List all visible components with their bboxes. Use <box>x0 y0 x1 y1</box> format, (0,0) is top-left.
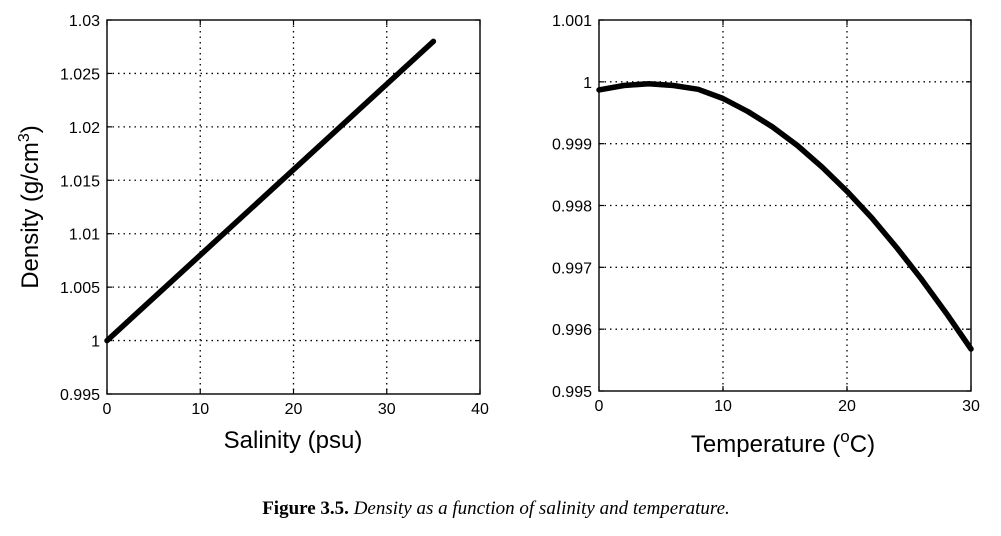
y-tick-label: 1 <box>91 334 100 351</box>
salinity-y-axis-label: Density (g/cm3) <box>16 125 44 289</box>
salinity-y-axis-label-exp: 3 <box>16 133 33 142</box>
y-tick-label: 0.999 <box>552 137 592 154</box>
temperature-chart: 0 10 20 30 0.9950.9960.9970.9980.99911.001 … <box>552 13 980 458</box>
x-tick-label: 20 <box>285 401 303 418</box>
y-tick-label: 1.001 <box>552 13 592 30</box>
y-tick-label: 0.997 <box>552 260 592 277</box>
x-tick-label: 0 <box>103 401 112 418</box>
temperature-x-axis-label-sup: o <box>840 427 849 446</box>
x-tick-label: 0 <box>595 398 604 415</box>
x-tick-label: 30 <box>378 401 396 418</box>
salinity-grid <box>107 20 480 394</box>
salinity-x-ticks: 0 10 20 30 40 <box>103 20 489 418</box>
x-tick-label: 30 <box>962 398 980 415</box>
y-tick-label: 1.01 <box>69 227 100 244</box>
salinity-chart: 0 10 20 30 40 0.995 1 1.005 1.01 1.015 1.02 1.025 1… <box>16 13 489 454</box>
temperature-series <box>596 80 974 352</box>
x-tick-label: 40 <box>471 401 489 418</box>
x-tick-label: 20 <box>838 398 856 415</box>
temperature-x-ticks: 0 10 20 30 <box>595 20 980 415</box>
caption-text: Density as a function of salinity and te… <box>353 498 730 519</box>
temperature-grid <box>599 20 971 391</box>
temperature-y-ticks: 0.995 0.996 0.997 0.998 0.999 1 1.001 <box>552 13 971 401</box>
series-line <box>104 38 437 344</box>
y-tick-label: 0.995 <box>60 387 100 404</box>
temperature-x-axis-label-main: Temperature ( <box>691 431 840 458</box>
salinity-series <box>104 38 437 344</box>
x-tick-label: 10 <box>191 401 209 418</box>
y-tick-label: 1.02 <box>69 120 100 137</box>
temperature-x-axis-label: Temperature (oC) <box>691 427 875 458</box>
temperature-x-axis-label-rest: C) <box>850 431 875 458</box>
y-tick-label: 0.995 <box>552 384 592 401</box>
figure-caption: Figure 3.5. Density as a function of sal… <box>262 498 730 519</box>
y-tick-label: 1.025 <box>60 66 100 83</box>
y-tick-label: 0.998 <box>552 199 592 216</box>
y-tick-label: 1.015 <box>60 173 100 190</box>
x-tick-label: 10 <box>714 398 732 415</box>
salinity-y-axis-label-close: ) <box>17 125 44 133</box>
y-tick-label: 0.996 <box>552 322 592 339</box>
salinity-y-ticks: 0.995 1 1.005 1.01 1.015 1.02 1.025 1.03 <box>60 13 480 404</box>
y-tick-label: 1 <box>583 75 592 92</box>
salinity-y-axis-label-main: Density (g/cm <box>17 142 44 289</box>
salinity-x-axis-label: Salinity (psu) <box>224 427 363 454</box>
y-tick-label: 1.005 <box>60 280 100 297</box>
caption-label: Figure 3.5. <box>262 498 349 519</box>
series-line <box>596 80 974 352</box>
y-tick-label: 1.03 <box>69 13 100 30</box>
